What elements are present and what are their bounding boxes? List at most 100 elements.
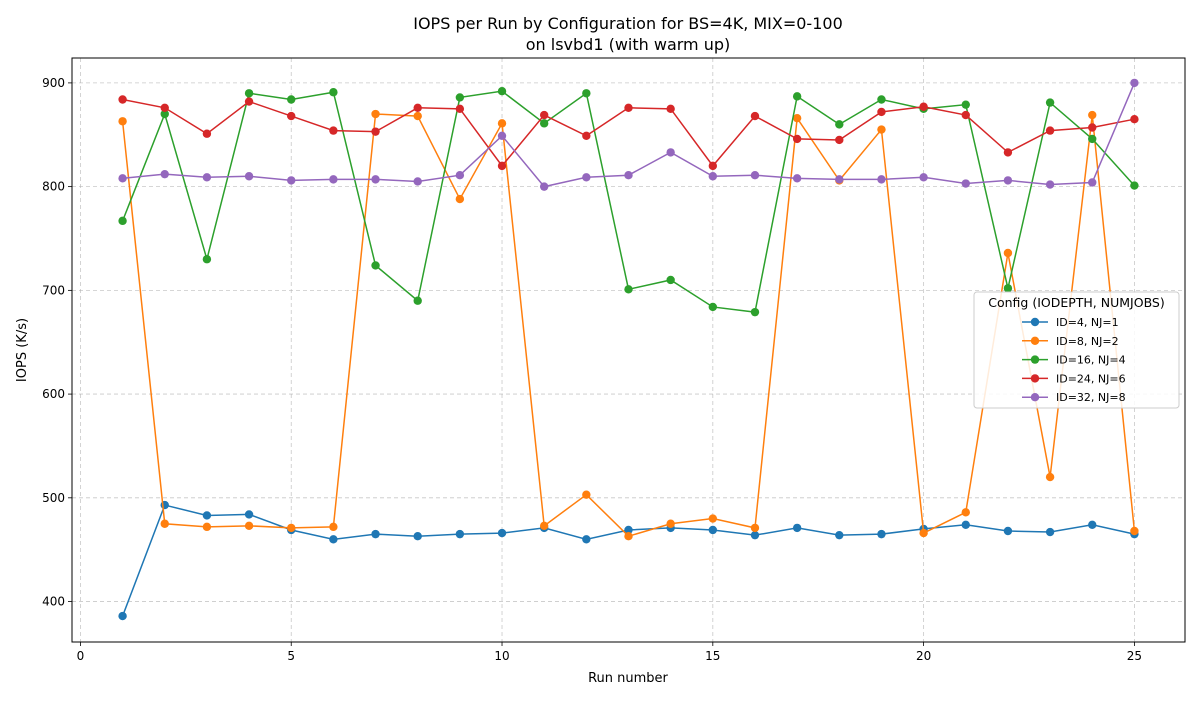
data-point bbox=[244, 89, 254, 98]
data-point bbox=[1088, 520, 1097, 529]
data-point bbox=[413, 531, 422, 541]
y-tick-label: 800 bbox=[42, 180, 65, 194]
data-point bbox=[539, 182, 549, 191]
data-point bbox=[160, 169, 169, 179]
data-point bbox=[287, 95, 296, 104]
data-point bbox=[202, 511, 212, 520]
data-point bbox=[455, 104, 465, 114]
series-1 bbox=[118, 109, 1139, 541]
data-point bbox=[1045, 527, 1055, 537]
data-point bbox=[455, 529, 465, 539]
legend-marker bbox=[1030, 355, 1040, 364]
data-point bbox=[1003, 176, 1013, 185]
data-point bbox=[835, 530, 844, 540]
data-point bbox=[666, 519, 675, 528]
data-point bbox=[539, 119, 549, 128]
data-point bbox=[750, 523, 760, 533]
data-point bbox=[497, 119, 507, 128]
legend-item: ID=32, NJ=8 bbox=[1022, 391, 1126, 404]
legend-item: ID=24, NJ=6 bbox=[1022, 372, 1126, 385]
data-point bbox=[244, 521, 254, 531]
data-point bbox=[961, 508, 970, 517]
data-point bbox=[792, 523, 802, 533]
data-point bbox=[1045, 472, 1055, 482]
data-point bbox=[118, 95, 127, 104]
data-point bbox=[118, 611, 127, 621]
data-point bbox=[160, 519, 169, 528]
legend-marker bbox=[1030, 393, 1040, 402]
data-point bbox=[582, 173, 591, 182]
data-point bbox=[118, 117, 127, 126]
legend-label: ID=16, NJ=4 bbox=[1056, 354, 1126, 367]
data-point bbox=[413, 103, 422, 112]
data-point bbox=[497, 131, 507, 140]
data-point bbox=[497, 161, 507, 171]
data-point bbox=[202, 173, 212, 182]
data-point bbox=[455, 93, 465, 102]
data-point bbox=[118, 216, 127, 226]
legend: Config (IODEPTH, NUMJOBS) ID=4, NJ=1 ID=8… bbox=[973, 291, 1180, 409]
data-point bbox=[244, 97, 254, 106]
data-point bbox=[329, 175, 338, 184]
series-3 bbox=[118, 95, 1139, 171]
legend-label: ID=4, NJ=1 bbox=[1056, 316, 1119, 329]
data-point bbox=[792, 174, 802, 183]
data-point bbox=[371, 127, 380, 136]
data-point bbox=[961, 100, 970, 109]
data-point bbox=[287, 176, 296, 185]
x-tick-label: 5 bbox=[287, 649, 295, 663]
data-point bbox=[497, 528, 507, 538]
data-point bbox=[160, 103, 169, 112]
data-point bbox=[1045, 98, 1055, 107]
data-point bbox=[750, 111, 760, 121]
x-tick-label: 20 bbox=[916, 649, 931, 663]
data-point bbox=[624, 103, 633, 112]
data-point bbox=[539, 521, 549, 531]
plot-frame bbox=[71, 57, 1186, 643]
data-point bbox=[371, 529, 380, 539]
data-point bbox=[329, 88, 338, 97]
series-4 bbox=[118, 78, 1139, 191]
data-point bbox=[1130, 181, 1139, 190]
y-axis-ticks: 400 500 600 700 800 900 bbox=[42, 76, 72, 609]
data-point bbox=[919, 102, 928, 111]
data-point bbox=[919, 528, 928, 538]
legend-item: ID=16, NJ=4 bbox=[1022, 354, 1126, 367]
y-tick-label: 400 bbox=[42, 595, 65, 609]
data-point bbox=[835, 175, 844, 184]
x-tick-label: 15 bbox=[705, 649, 720, 663]
data-point bbox=[792, 134, 802, 144]
chart-title-line1: IOPS per Run by Configuration for BS=4K,… bbox=[413, 14, 843, 33]
data-point bbox=[835, 120, 844, 129]
data-point bbox=[750, 307, 760, 317]
series-2 bbox=[118, 86, 1139, 317]
data-point bbox=[708, 514, 718, 523]
x-axis-label: Run number bbox=[588, 671, 668, 686]
data-point bbox=[1130, 115, 1139, 124]
data-point bbox=[582, 535, 591, 544]
data-point bbox=[961, 179, 970, 188]
data-point bbox=[539, 110, 549, 120]
data-point bbox=[1003, 526, 1013, 536]
chart-title-line2: on lsvbd1 (with warm up) bbox=[526, 35, 731, 54]
data-point bbox=[750, 171, 760, 180]
data-point bbox=[1130, 526, 1139, 536]
data-point bbox=[1003, 148, 1013, 157]
data-point bbox=[624, 531, 633, 541]
data-point bbox=[792, 92, 802, 101]
data-point bbox=[497, 86, 507, 96]
x-tick-label: 10 bbox=[494, 649, 509, 663]
legend-item: ID=8, NJ=2 bbox=[1022, 335, 1119, 348]
legend-items: ID=4, NJ=1 ID=8, NJ=2 ID=16, NJ=4 ID=24, NJ… bbox=[1022, 316, 1126, 404]
data-point bbox=[708, 302, 718, 312]
data-point bbox=[1045, 126, 1055, 135]
data-point bbox=[835, 135, 844, 145]
data-point bbox=[666, 148, 675, 157]
data-point bbox=[329, 522, 338, 532]
data-point bbox=[666, 104, 675, 114]
legend-marker bbox=[1030, 336, 1040, 345]
data-point bbox=[371, 109, 380, 119]
data-point bbox=[582, 89, 591, 98]
legend-label: ID=8, NJ=2 bbox=[1056, 335, 1119, 348]
